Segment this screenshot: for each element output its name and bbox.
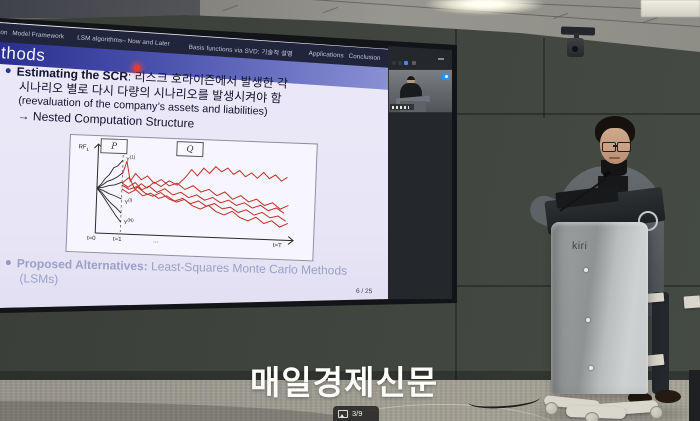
wall-seam [455, 113, 700, 115]
slide-page-number: 6 / 25 [355, 287, 373, 296]
path-label-y1: Y(1) [125, 154, 136, 164]
screen-desktop-strip [388, 22, 452, 299]
ptz-camera-lens [572, 46, 578, 52]
ceiling-light-corner [641, 0, 700, 17]
nested-simulation-diagram: RF1 P Q Y(1) Y(i) Y(N) t=0 t=1 … t=T [65, 134, 318, 262]
measure-q-box: Q [176, 141, 204, 158]
presenter-leg [652, 292, 669, 394]
bullet2-bold: Proposed Alternatives: [16, 256, 148, 274]
ceiling-light [424, 0, 546, 15]
ceiling-seam [322, 6, 339, 14]
carpet-arc-line [322, 404, 562, 421]
chair-leg-right-edge [689, 370, 700, 421]
caster-wheel [650, 406, 663, 419]
real-world-path [96, 187, 122, 223]
risk-neutral-path [121, 181, 285, 214]
podium-kiri-logo: kiri [571, 239, 588, 253]
webcam-nametag-text [392, 106, 409, 109]
ceiling-seam [222, 4, 239, 12]
path-label-yi: Y(i) [124, 197, 133, 207]
glasses-left-lens [602, 142, 616, 152]
risk-neutral-path [122, 161, 289, 210]
nav-item: on [0, 29, 8, 37]
bullet-dot [5, 259, 11, 266]
podium-bolt [586, 318, 590, 322]
real-world-path [96, 187, 122, 214]
risk-neutral-path [121, 188, 287, 222]
webcam-presenter-head [407, 76, 415, 85]
podium-bolt [584, 268, 588, 272]
toolbar-icon-blue [404, 61, 408, 65]
laser-pointer-dot [134, 65, 140, 71]
presenter-shoe [655, 390, 681, 403]
nav-item: Model Framework [12, 29, 65, 41]
wall-seam [543, 38, 545, 118]
slide-title: thods [0, 43, 46, 66]
caster-wheel [545, 402, 558, 415]
window-controls [438, 58, 444, 60]
x-tick-dots: … [152, 238, 160, 245]
glasses-right-lens [617, 142, 631, 152]
ceiling-dark-corner [0, 0, 200, 18]
image-icon [338, 409, 348, 418]
real-world-path [96, 172, 123, 189]
path-label-yn: Y(N) [123, 217, 134, 227]
presenter-mouth [609, 157, 620, 159]
podium-frosted-panel [551, 222, 648, 394]
real-world-path [96, 181, 123, 189]
nav-item: Conclusion [348, 52, 381, 62]
real-world-path [96, 187, 122, 200]
toolbar-icon [398, 61, 402, 65]
x-tick-t0: t=0 [86, 235, 96, 243]
x-tick-t1: t=1 [112, 236, 122, 244]
photo-counter-badge: 3/9 [333, 406, 379, 421]
risk-neutral-path [121, 184, 288, 228]
x-tick-tT: t=T [272, 242, 282, 250]
toolbar-icon [392, 61, 396, 65]
webcam-nametag [390, 104, 414, 110]
measure-p-box: P [100, 138, 128, 155]
glasses-bridge [613, 145, 618, 147]
nav-item: LSM algorithms– Now and Later [76, 34, 171, 48]
toolbar-icon [412, 61, 416, 65]
nav-item: Applications [308, 50, 344, 60]
bullet-proposed-alternatives: Proposed Alternatives: Least-Squares Mon… [5, 256, 386, 294]
webcam-video-window [388, 69, 452, 113]
ptz-camera-stem [574, 33, 579, 41]
caster-wheel [585, 412, 599, 421]
right-edge-shelf [683, 295, 700, 309]
diagram-canvas [94, 143, 294, 245]
podium-handle-ring [638, 211, 658, 231]
y-axis-label: RF1 [78, 144, 90, 152]
bullet-dot [5, 67, 11, 74]
real-world-path [96, 159, 124, 189]
podium-bolt [589, 366, 593, 370]
photo-counter-text: 3/9 [352, 409, 363, 418]
newspaper-watermark: 매일경제신문 [250, 364, 439, 401]
webcam-blue-icon [442, 73, 450, 80]
